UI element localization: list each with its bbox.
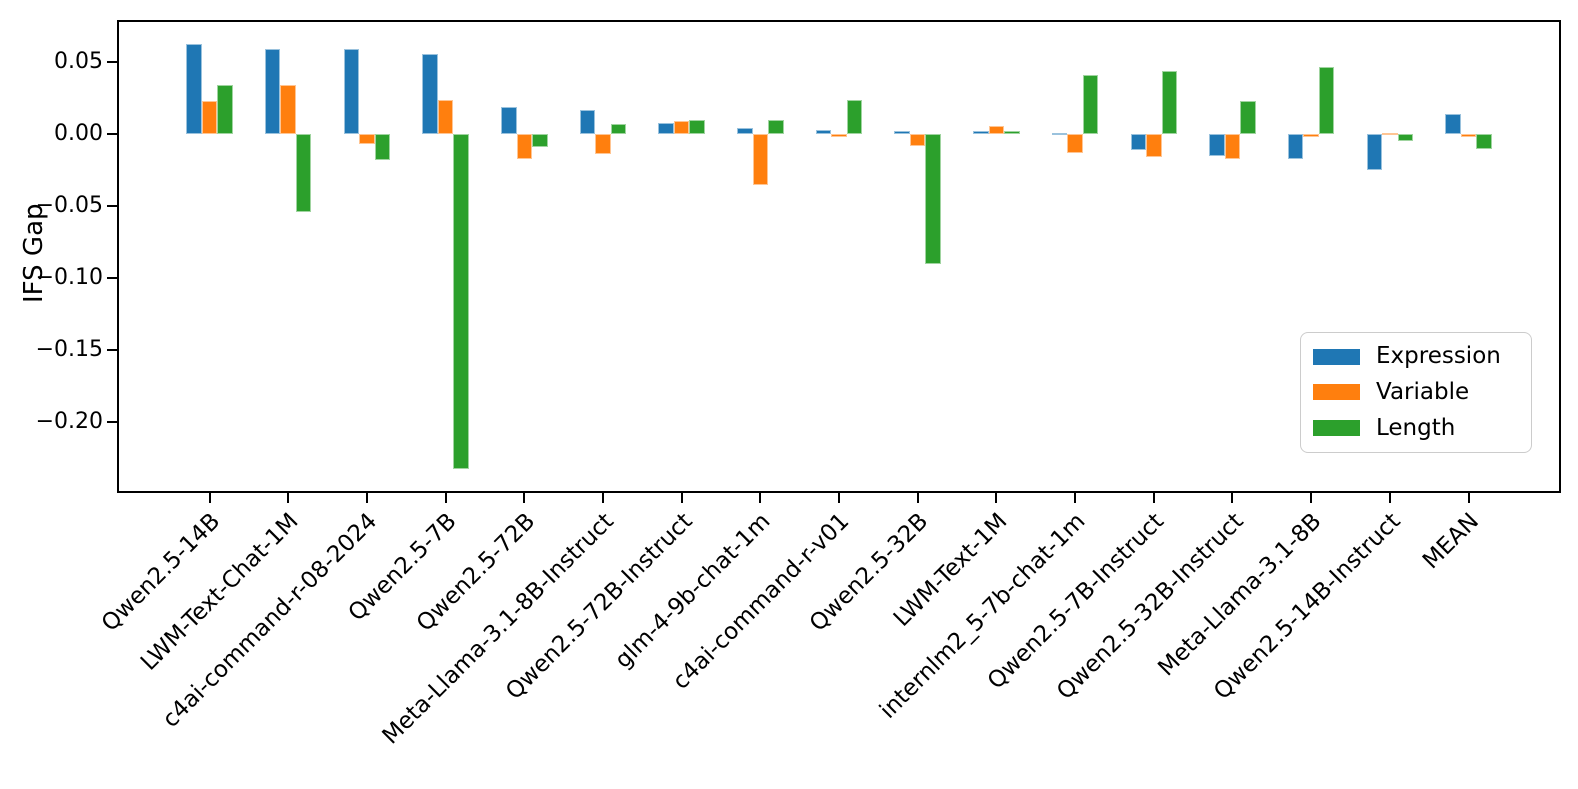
bar-expression-7	[737, 128, 753, 135]
x-tick-mark	[995, 493, 998, 503]
bar-variable-15	[1382, 132, 1398, 135]
bar-variable-10	[988, 125, 1005, 135]
legend-label-expression: Expression	[1376, 343, 1501, 370]
legend-swatch-expression	[1313, 348, 1360, 365]
y-tick-mark	[107, 133, 117, 136]
bar-variable-16	[1460, 134, 1477, 138]
x-tick-mark	[680, 493, 683, 503]
bar-length-11	[1082, 75, 1099, 135]
bar-expression-14	[1287, 134, 1304, 159]
bar-variable-0	[201, 101, 218, 135]
bar-variable-2	[359, 134, 375, 145]
bar-expression-3	[422, 53, 438, 135]
bar-length-1	[295, 134, 312, 212]
bar-length-2	[374, 134, 391, 161]
x-tick-mark	[523, 493, 526, 503]
legend: Expression Variable Length	[1300, 332, 1532, 453]
legend-label-variable: Variable	[1376, 378, 1470, 405]
bar-variable-1	[280, 85, 296, 135]
x-tick-label: MEAN	[1418, 508, 1485, 575]
x-tick-mark	[1467, 493, 1470, 503]
bar-expression-13	[1209, 134, 1225, 156]
bar-expression-11	[1051, 132, 1068, 135]
x-tick-mark	[838, 493, 840, 503]
bar-length-8	[846, 99, 863, 135]
y-tick-label: −0.10	[35, 265, 103, 291]
legend-swatch-length	[1313, 420, 1360, 437]
x-tick-label: glm-4-9b-chat-1m	[610, 508, 776, 674]
x-tick-mark	[601, 493, 604, 503]
y-tick-mark	[107, 420, 117, 423]
bar-variable-11	[1067, 134, 1083, 153]
bar-variable-4	[516, 134, 532, 159]
bar-expression-9	[894, 131, 910, 135]
bar-expression-8	[815, 129, 832, 135]
legend-swatch-variable	[1313, 384, 1360, 401]
y-tick-mark	[107, 61, 117, 64]
plot-area: 0.05 0.00 −0.05 −0.10 −0.15 −0.20 Qwen2.5-14B…	[36, 20, 1561, 750]
bar-variable-8	[831, 134, 847, 138]
bar-expression-0	[186, 43, 202, 135]
axis-spine-right	[1559, 20, 1561, 493]
bar-length-5	[610, 124, 627, 135]
x-tick-mark	[1231, 493, 1234, 503]
bar-variable-9	[909, 134, 926, 146]
y-tick-mark	[107, 349, 117, 351]
x-tick-mark	[208, 493, 211, 503]
legend-label-length: Length	[1376, 414, 1456, 441]
axis-spine-top	[117, 20, 1561, 22]
x-tick-mark	[759, 493, 762, 503]
bar-length-9	[925, 134, 941, 264]
bar-length-16	[1476, 134, 1492, 149]
bar-variable-7	[752, 134, 769, 185]
bar-length-3	[453, 134, 469, 470]
bar-expression-12	[1130, 134, 1146, 151]
bar-length-6	[689, 119, 705, 135]
bar-expression-5	[579, 109, 596, 135]
x-tick-mark	[1074, 493, 1077, 503]
axis-spine-left	[117, 20, 119, 493]
bar-variable-3	[437, 99, 454, 135]
bar-variable-14	[1303, 134, 1319, 138]
bar-expression-15	[1366, 134, 1383, 171]
bar-variable-12	[1146, 134, 1162, 158]
x-tick-mark	[287, 493, 290, 503]
y-tick-mark	[107, 205, 117, 208]
legend-entry-expression: Expression	[1313, 344, 1519, 369]
y-tick-mark	[107, 277, 117, 280]
x-tick-mark	[1152, 493, 1155, 503]
axis-spine-bottom	[117, 491, 1561, 493]
x-tick-mark	[916, 493, 919, 503]
bar-length-0	[217, 85, 233, 135]
bar-variable-6	[673, 121, 690, 135]
bar-expression-16	[1445, 114, 1461, 135]
bar-length-13	[1240, 101, 1256, 135]
bar-expression-2	[343, 49, 360, 135]
bar-length-12	[1161, 70, 1177, 135]
bar-expression-1	[264, 49, 281, 135]
bar-length-10	[1004, 131, 1020, 135]
y-tick-label: −0.15	[35, 337, 103, 362]
x-tick-mark	[1388, 493, 1391, 503]
x-tick-mark	[365, 493, 368, 503]
bar-length-15	[1397, 134, 1414, 142]
y-tick-label: −0.20	[35, 408, 103, 434]
bar-expression-10	[973, 131, 989, 135]
legend-entry-variable: Variable	[1313, 378, 1519, 405]
bar-length-7	[768, 119, 784, 135]
bar-expression-4	[501, 106, 517, 135]
bar-variable-13	[1224, 134, 1241, 159]
bar-variable-5	[595, 134, 611, 155]
y-tick-label: 0.05	[54, 49, 103, 75]
y-tick-label: −0.05	[35, 193, 103, 219]
bar-expression-6	[658, 122, 674, 135]
x-tick-mark	[1310, 493, 1313, 503]
x-tick-mark	[444, 493, 447, 503]
legend-entry-length: Length	[1313, 414, 1519, 441]
bar-length-14	[1318, 66, 1335, 135]
y-tick-label: 0.00	[54, 121, 103, 147]
bar-length-4	[532, 134, 548, 148]
